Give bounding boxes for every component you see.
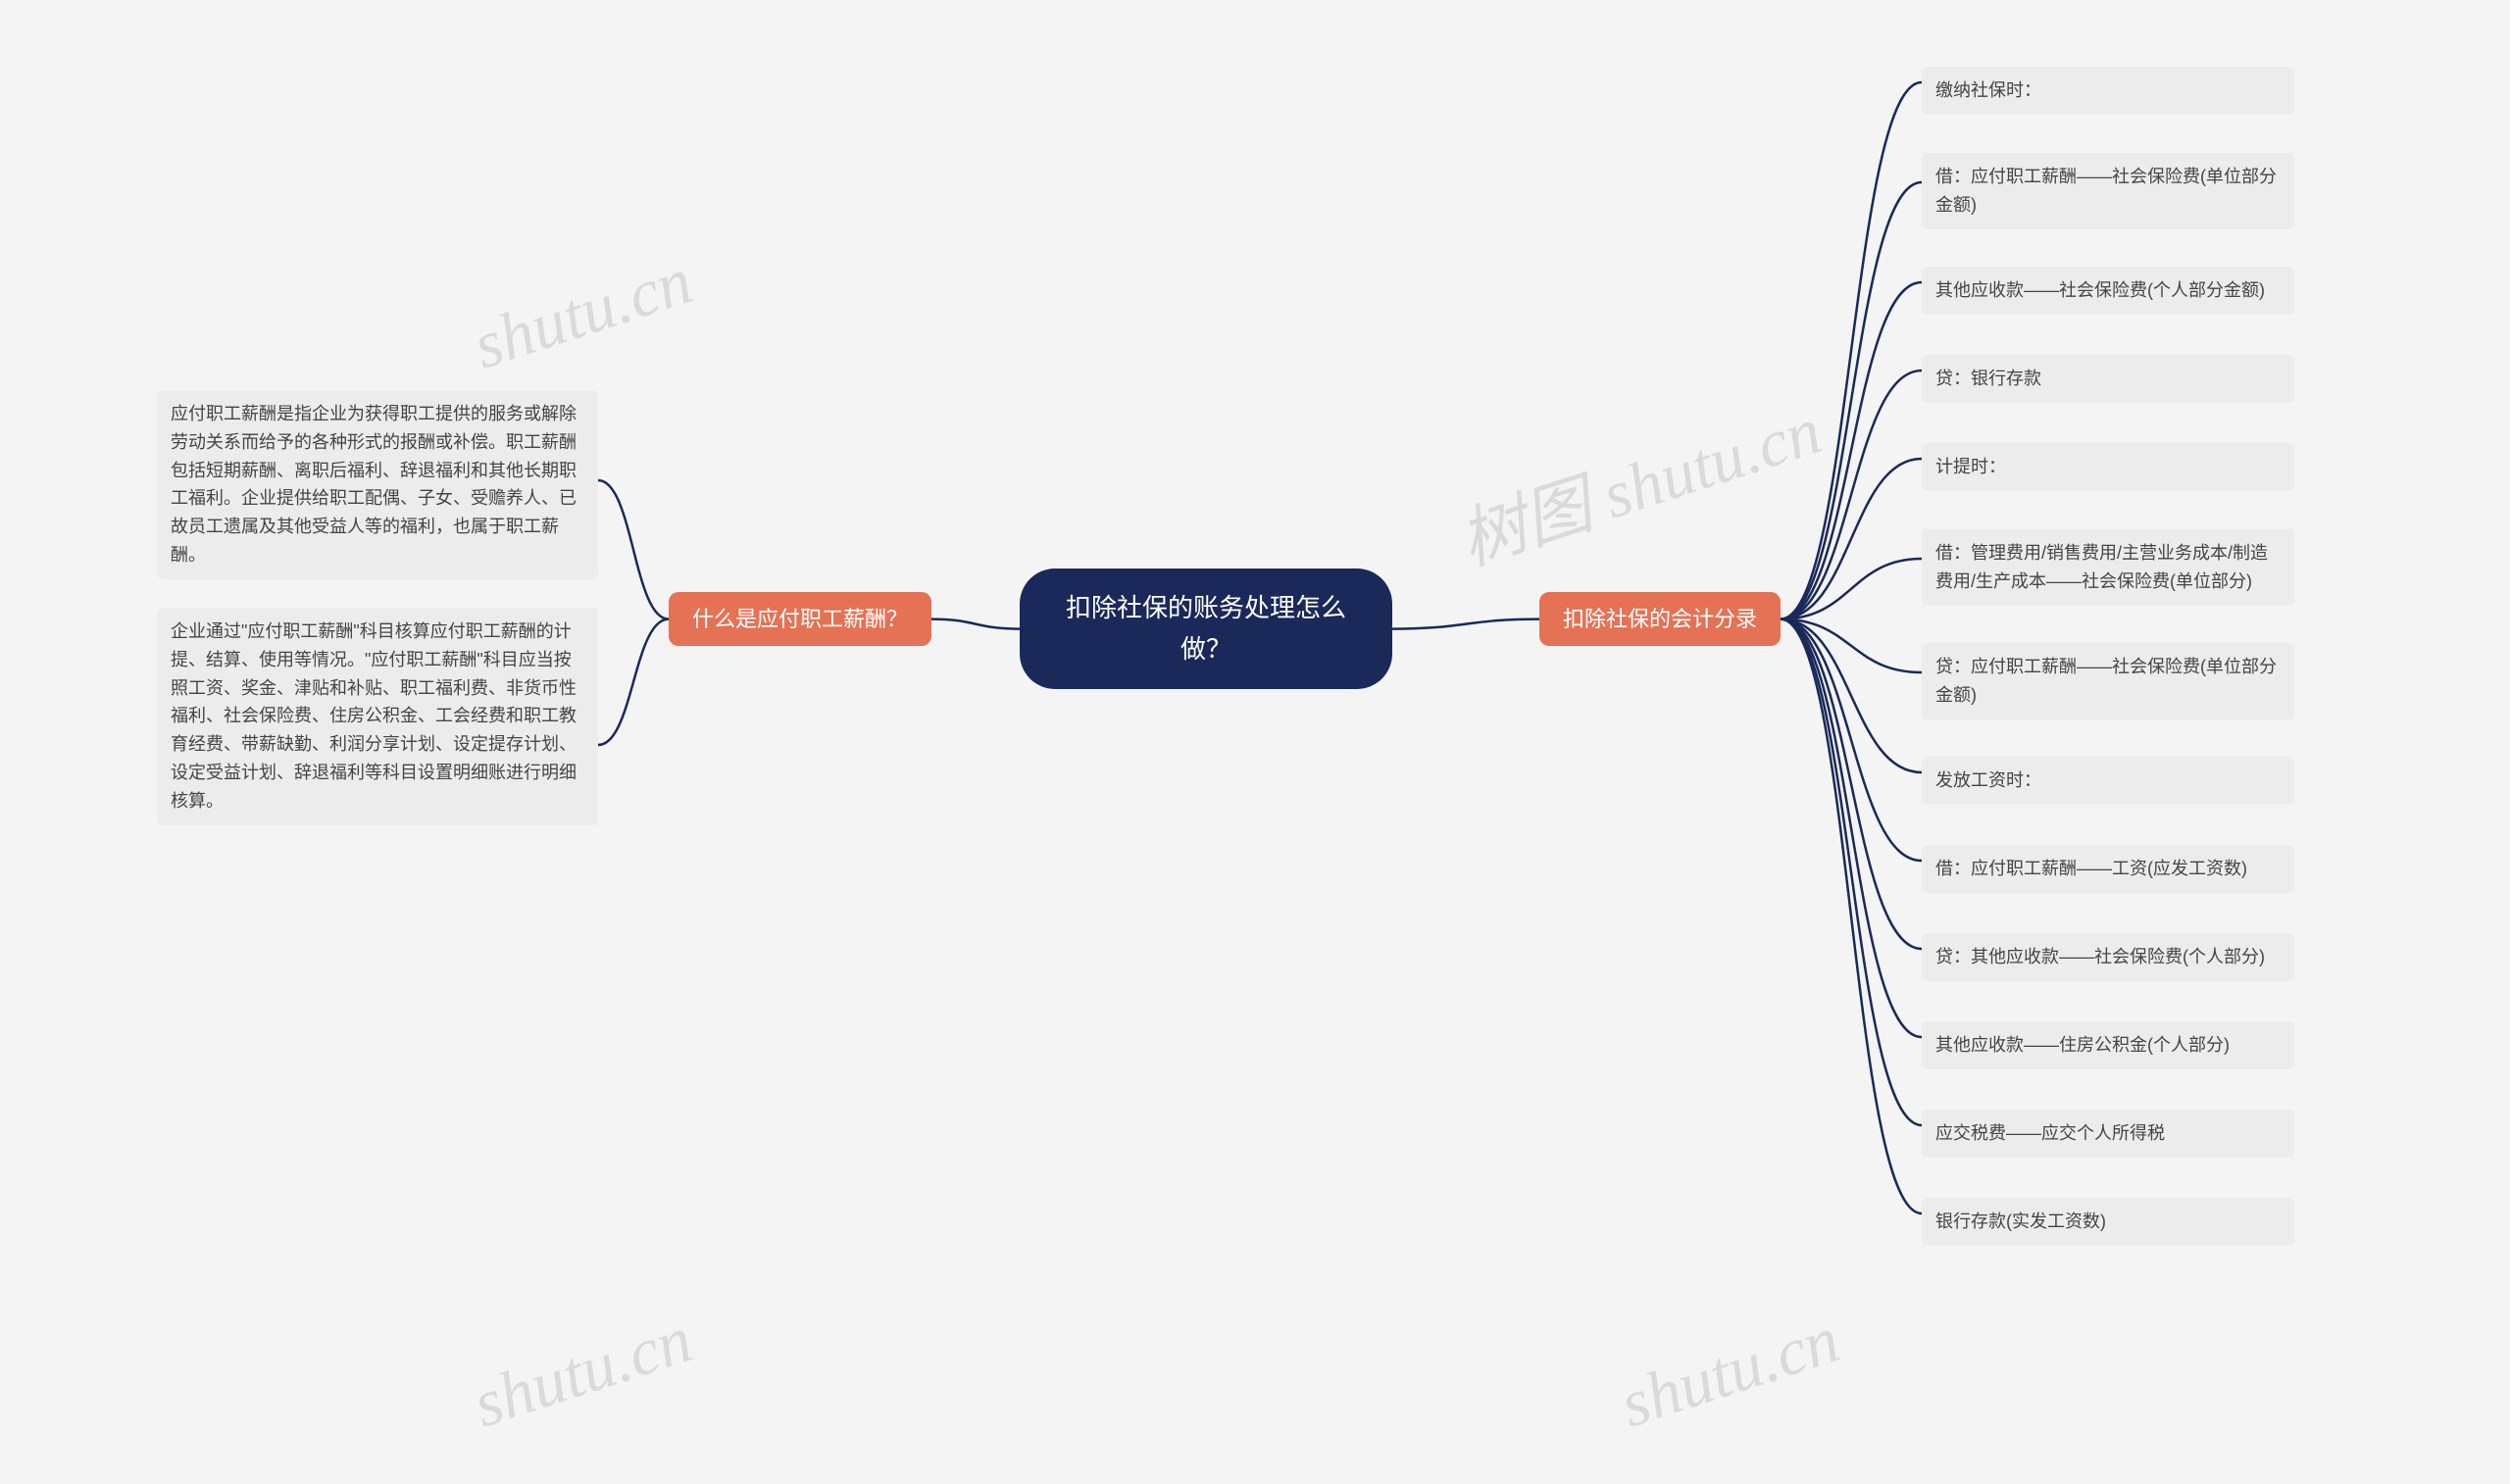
right-leaf-5: 借：管理费用/销售费用/主营业务成本/制造费用/生产成本——社会保险费(单位部分… — [1922, 529, 2294, 606]
root-line1: 扣除社保的账务处理怎么 — [1051, 588, 1361, 629]
right-leaf-3: 贷：银行存款 — [1922, 355, 2294, 403]
right-leaf-4: 计提时： — [1922, 443, 2294, 491]
left-leaf-1: 企业通过"应付职工薪酬"科目核算应付职工薪酬的计提、结算、使用等情况。"应付职工… — [157, 608, 598, 825]
right-leaf-2: 其他应收款——社会保险费(个人部分金额) — [1922, 267, 2294, 315]
right-leaf-7: 发放工资时： — [1922, 757, 2294, 805]
right-leaf-1: 借：应付职工薪酬——社会保险费(单位部分金额) — [1922, 153, 2294, 229]
right-leaf-8: 借：应付职工薪酬——工资(应发工资数) — [1922, 845, 2294, 893]
right-branch: 扣除社保的会计分录 — [1539, 592, 1781, 646]
right-leaf-11: 应交税费——应交个人所得税 — [1922, 1110, 2294, 1158]
right-leaf-12: 银行存款(实发工资数) — [1922, 1198, 2294, 1246]
right-leaf-0: 缴纳社保时： — [1922, 67, 2294, 115]
root-line2: 做？ — [1051, 629, 1361, 670]
right-leaf-10: 其他应收款——住房公积金(个人部分) — [1922, 1021, 2294, 1069]
right-leaf-9: 贷：其他应收款——社会保险费(个人部分) — [1922, 933, 2294, 981]
right-leaf-6: 贷：应付职工薪酬——社会保险费(单位部分金额) — [1922, 643, 2294, 719]
left-branch: 什么是应付职工薪酬？ — [669, 592, 931, 646]
left-leaf-0: 应付职工薪酬是指企业为获得职工提供的服务或解除劳动关系而给予的各种形式的报酬或补… — [157, 390, 598, 579]
mindmap-root: 扣除社保的账务处理怎么 做？ — [1020, 569, 1392, 689]
